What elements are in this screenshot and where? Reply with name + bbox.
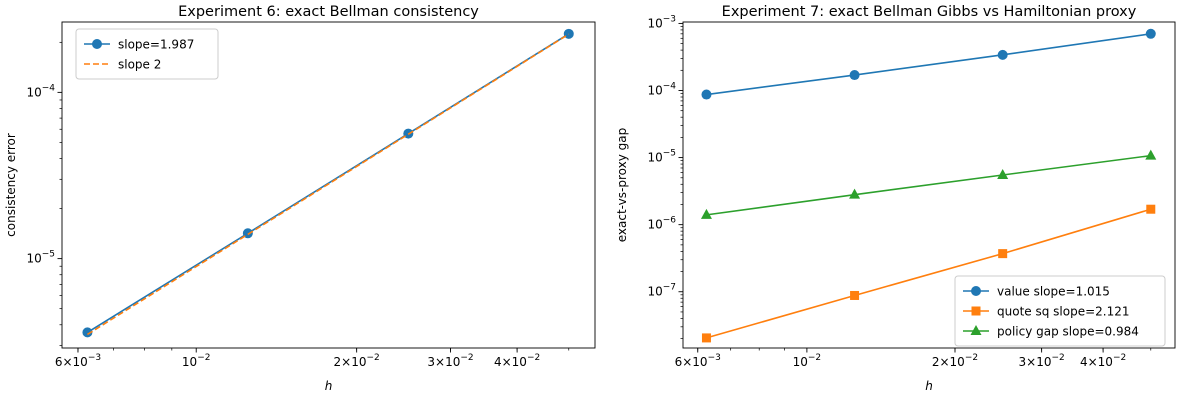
y-tick-label: 10−3 (647, 14, 676, 30)
legend: slope=1.987 slope 2 (75, 28, 219, 80)
chart-title: Experiment 7: exact Bellman Gibbs vs Ham… (722, 4, 1137, 20)
legend-marker (971, 286, 981, 296)
x-tick-label: 2×10−2 (932, 353, 978, 369)
data-point (997, 168, 1009, 179)
data-point (997, 49, 1008, 60)
x-tick-label: 3×10−2 (427, 353, 473, 369)
x-tick-label: 3×10−2 (1019, 353, 1065, 369)
series-line (706, 33, 1151, 96)
x-axis-label: h (325, 379, 333, 393)
series-line (706, 154, 1151, 216)
data-point (1145, 149, 1157, 160)
legend-label: slope=1.987 (118, 38, 194, 52)
data-point (563, 28, 574, 39)
y-axis-label: consistency error (4, 133, 18, 237)
series-3 (700, 149, 1157, 219)
series-line (706, 208, 1152, 339)
data-point (849, 188, 861, 199)
y-tick-label: 10−5 (647, 149, 676, 165)
data-point (701, 89, 712, 100)
chart-experiment-7: Experiment 7: exact Bellman Gibbs vs Ham… (615, 4, 1176, 393)
legend-marker (971, 306, 981, 316)
axes (678, 22, 1152, 353)
series-2 (701, 204, 1156, 343)
legend: value slope=1.015 quote sq slope=2.121 pol… (954, 275, 1166, 347)
x-tick-label: 10−2 (793, 353, 822, 369)
series-line (86, 33, 570, 336)
legend-label: policy gap slope=0.984 (997, 325, 1139, 339)
y-tick-label: 10−4 (26, 83, 55, 99)
data-point (82, 327, 93, 338)
x-tick-label: 2×10−2 (334, 353, 380, 369)
plot-frame (61, 21, 596, 349)
legend-label: slope 2 (118, 58, 161, 72)
x-tick-label: 10−2 (182, 353, 211, 369)
x-axis-label: h (925, 379, 933, 393)
chart-title: Experiment 6: exact Bellman consistency (178, 4, 479, 20)
data-point (1145, 28, 1156, 39)
data-point (998, 249, 1008, 259)
series-1 (701, 28, 1156, 100)
data-point (700, 208, 712, 219)
plot-frame (682, 21, 1176, 349)
y-tick-label: 10−5 (26, 250, 55, 266)
legend-marker (92, 39, 102, 49)
y-axis-label: exact-vs-proxy gap (615, 128, 629, 243)
legend-marker (970, 325, 982, 335)
legend-box (954, 275, 1166, 347)
y-tick-label: 10−4 (647, 82, 676, 98)
chart-experiment-6: Experiment 6: exact Bellman consistency 6… (4, 4, 596, 393)
legend-box (75, 28, 219, 80)
x-tick-label: 6×10−3 (675, 353, 721, 369)
data-point (849, 70, 860, 81)
legend-label: value slope=1.015 (997, 285, 1110, 299)
x-tick-label: 6×10−3 (55, 353, 101, 369)
series-2 (86, 33, 570, 336)
legend-label: quote sq slope=2.121 (997, 305, 1130, 319)
y-tick-label: 10−7 (647, 283, 676, 299)
x-tick-label: 4×10−2 (494, 353, 540, 369)
data-point (242, 228, 253, 239)
data-point (701, 333, 711, 343)
x-tick-label: 4×10−2 (1080, 353, 1126, 369)
y-tick-label: 10−6 (647, 216, 676, 232)
data-point (1146, 204, 1156, 214)
data-point (850, 290, 860, 300)
